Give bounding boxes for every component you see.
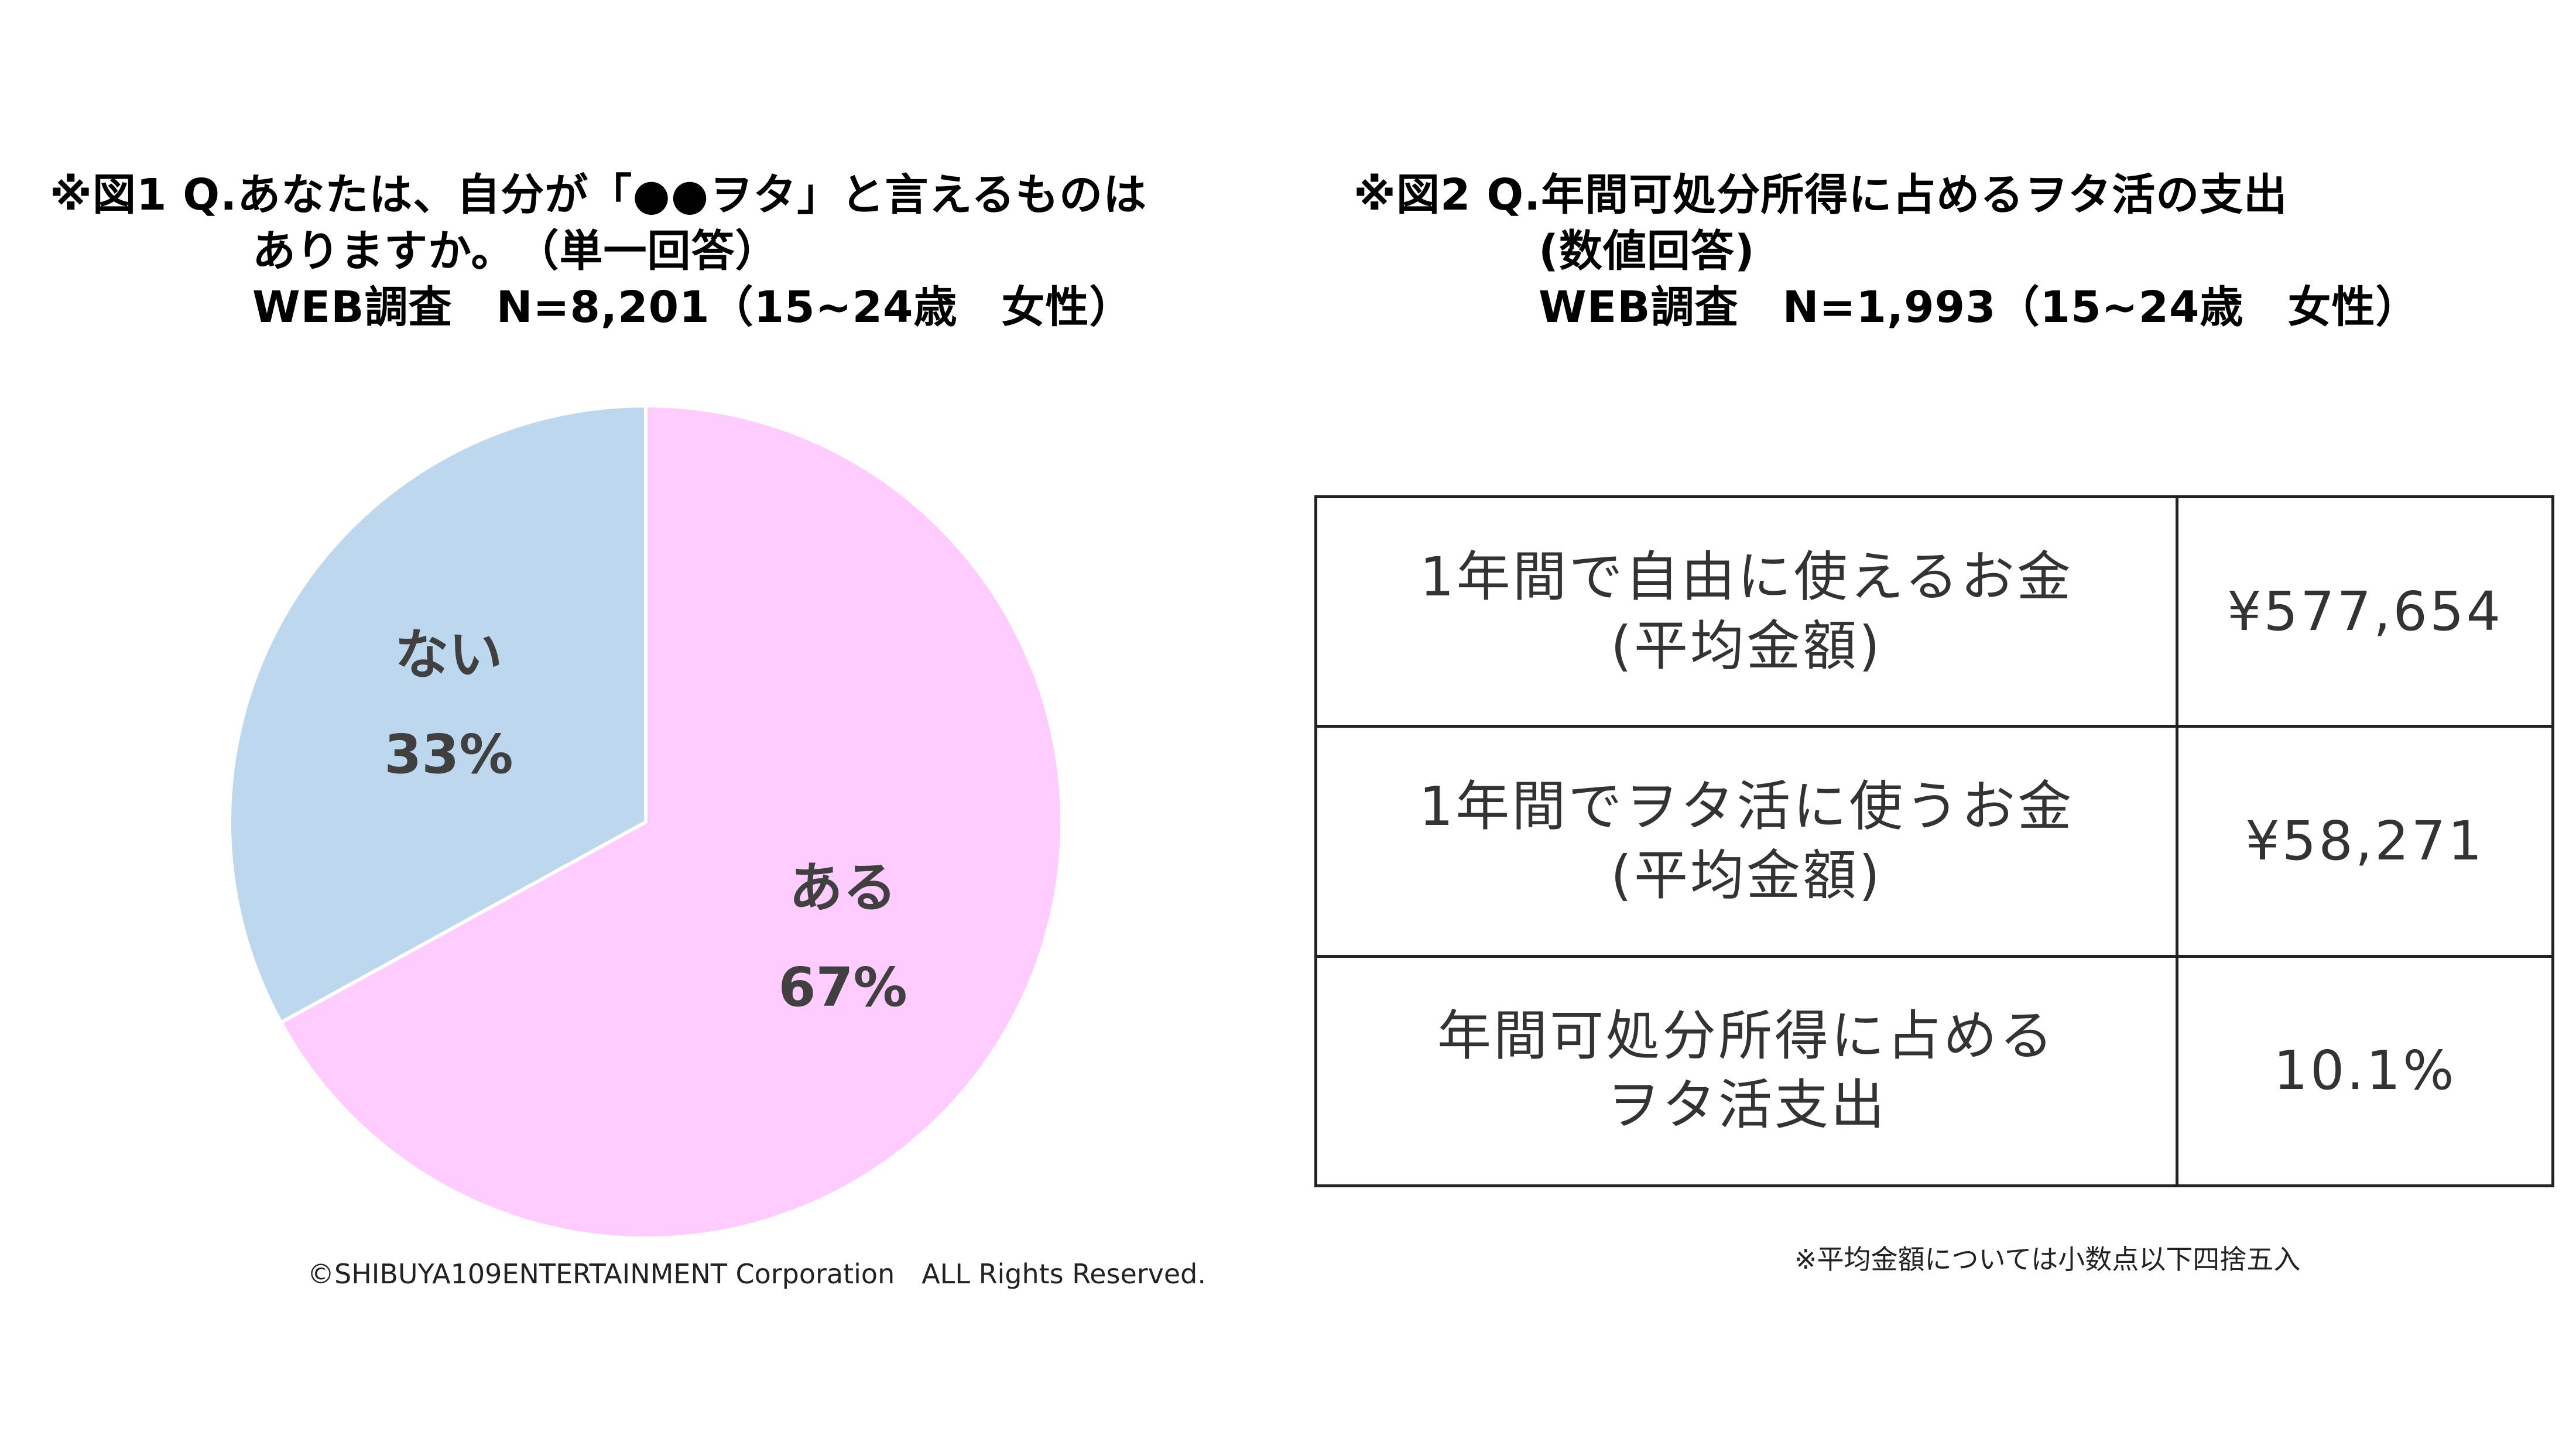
- figure2-title-line: ※図2 Q.年間可処分所得に占めるヲタ活の支出: [1354, 170, 2288, 220]
- figure1-title-line: ありますか。 （単一回答）: [252, 226, 779, 276]
- spending-table: 1年間で自由に使えるお金 (平均金額) ¥577,654 1年間でヲタ活に使うお金…: [1314, 495, 2554, 1188]
- copyright: ©SHIBUYA109ENTERTAINMENT Corporation ALL…: [307, 1258, 1207, 1290]
- table-row: 年間可処分所得に占める ヲタ活支出 10.1%: [1314, 954, 2554, 1188]
- slice-value-nai: 33%: [384, 723, 513, 786]
- table-row: 1年間で自由に使えるお金 (平均金額) ¥577,654: [1314, 495, 2554, 728]
- row-label-line: 年間可処分所得に占める: [1437, 1005, 2056, 1068]
- row-label: 1年間でヲタ活に使うお金 (平均金額): [1314, 725, 2178, 958]
- table-row: 1年間でヲタ活に使うお金 (平均金額) ¥58,271: [1314, 725, 2554, 958]
- row-value: 10.1%: [2176, 954, 2554, 1188]
- row-label-line: 1年間で自由に使えるお金: [1420, 545, 2073, 608]
- figure1-title-line: WEB調査 N=8,201（15~24歳 女性）: [252, 282, 1133, 333]
- figure2-title: ※図2 Q.年間可処分所得に占めるヲタ活の支出 (数値回答) WEB調査 N=1…: [1354, 167, 2420, 335]
- figure2-title-line: (数値回答): [1539, 226, 1755, 276]
- slice-value-aru: 67%: [778, 956, 907, 1019]
- row-label-line: ヲタ活支出: [1605, 1074, 1887, 1137]
- figure1-title: ※図1 Q.あなたは、自分が「●●ヲタ」と言えるものは ありますか。 （単一回答…: [50, 167, 1147, 335]
- row-label-line: (平均金額): [1611, 614, 1882, 677]
- row-label: 年間可処分所得に占める ヲタ活支出: [1314, 954, 2178, 1188]
- figure2-title-line: WEB調査 N=1,993（15~24歳 女性）: [1539, 282, 2420, 333]
- row-value: ¥577,654: [2176, 495, 2554, 728]
- row-label-line: 1年間でヲタ活に使うお金: [1419, 775, 2074, 838]
- pie-chart: ある 67% ない 33%: [228, 403, 1064, 1240]
- row-label-line: (平均金額): [1611, 844, 1882, 907]
- pie-slice-0: [278, 403, 1064, 1240]
- slice-label-aru: ある: [789, 857, 897, 919]
- figure1-title-line: ※図1 Q.あなたは、自分が「●●ヲタ」と言えるものは: [50, 170, 1147, 220]
- table-note: ※平均金額については小数点以下四捨五入: [1794, 1244, 2301, 1275]
- row-value: ¥58,271: [2176, 725, 2554, 958]
- slice-label-nai: ない: [395, 624, 502, 686]
- pie-slice-1: [228, 403, 648, 1025]
- row-label: 1年間で自由に使えるお金 (平均金額): [1314, 495, 2178, 728]
